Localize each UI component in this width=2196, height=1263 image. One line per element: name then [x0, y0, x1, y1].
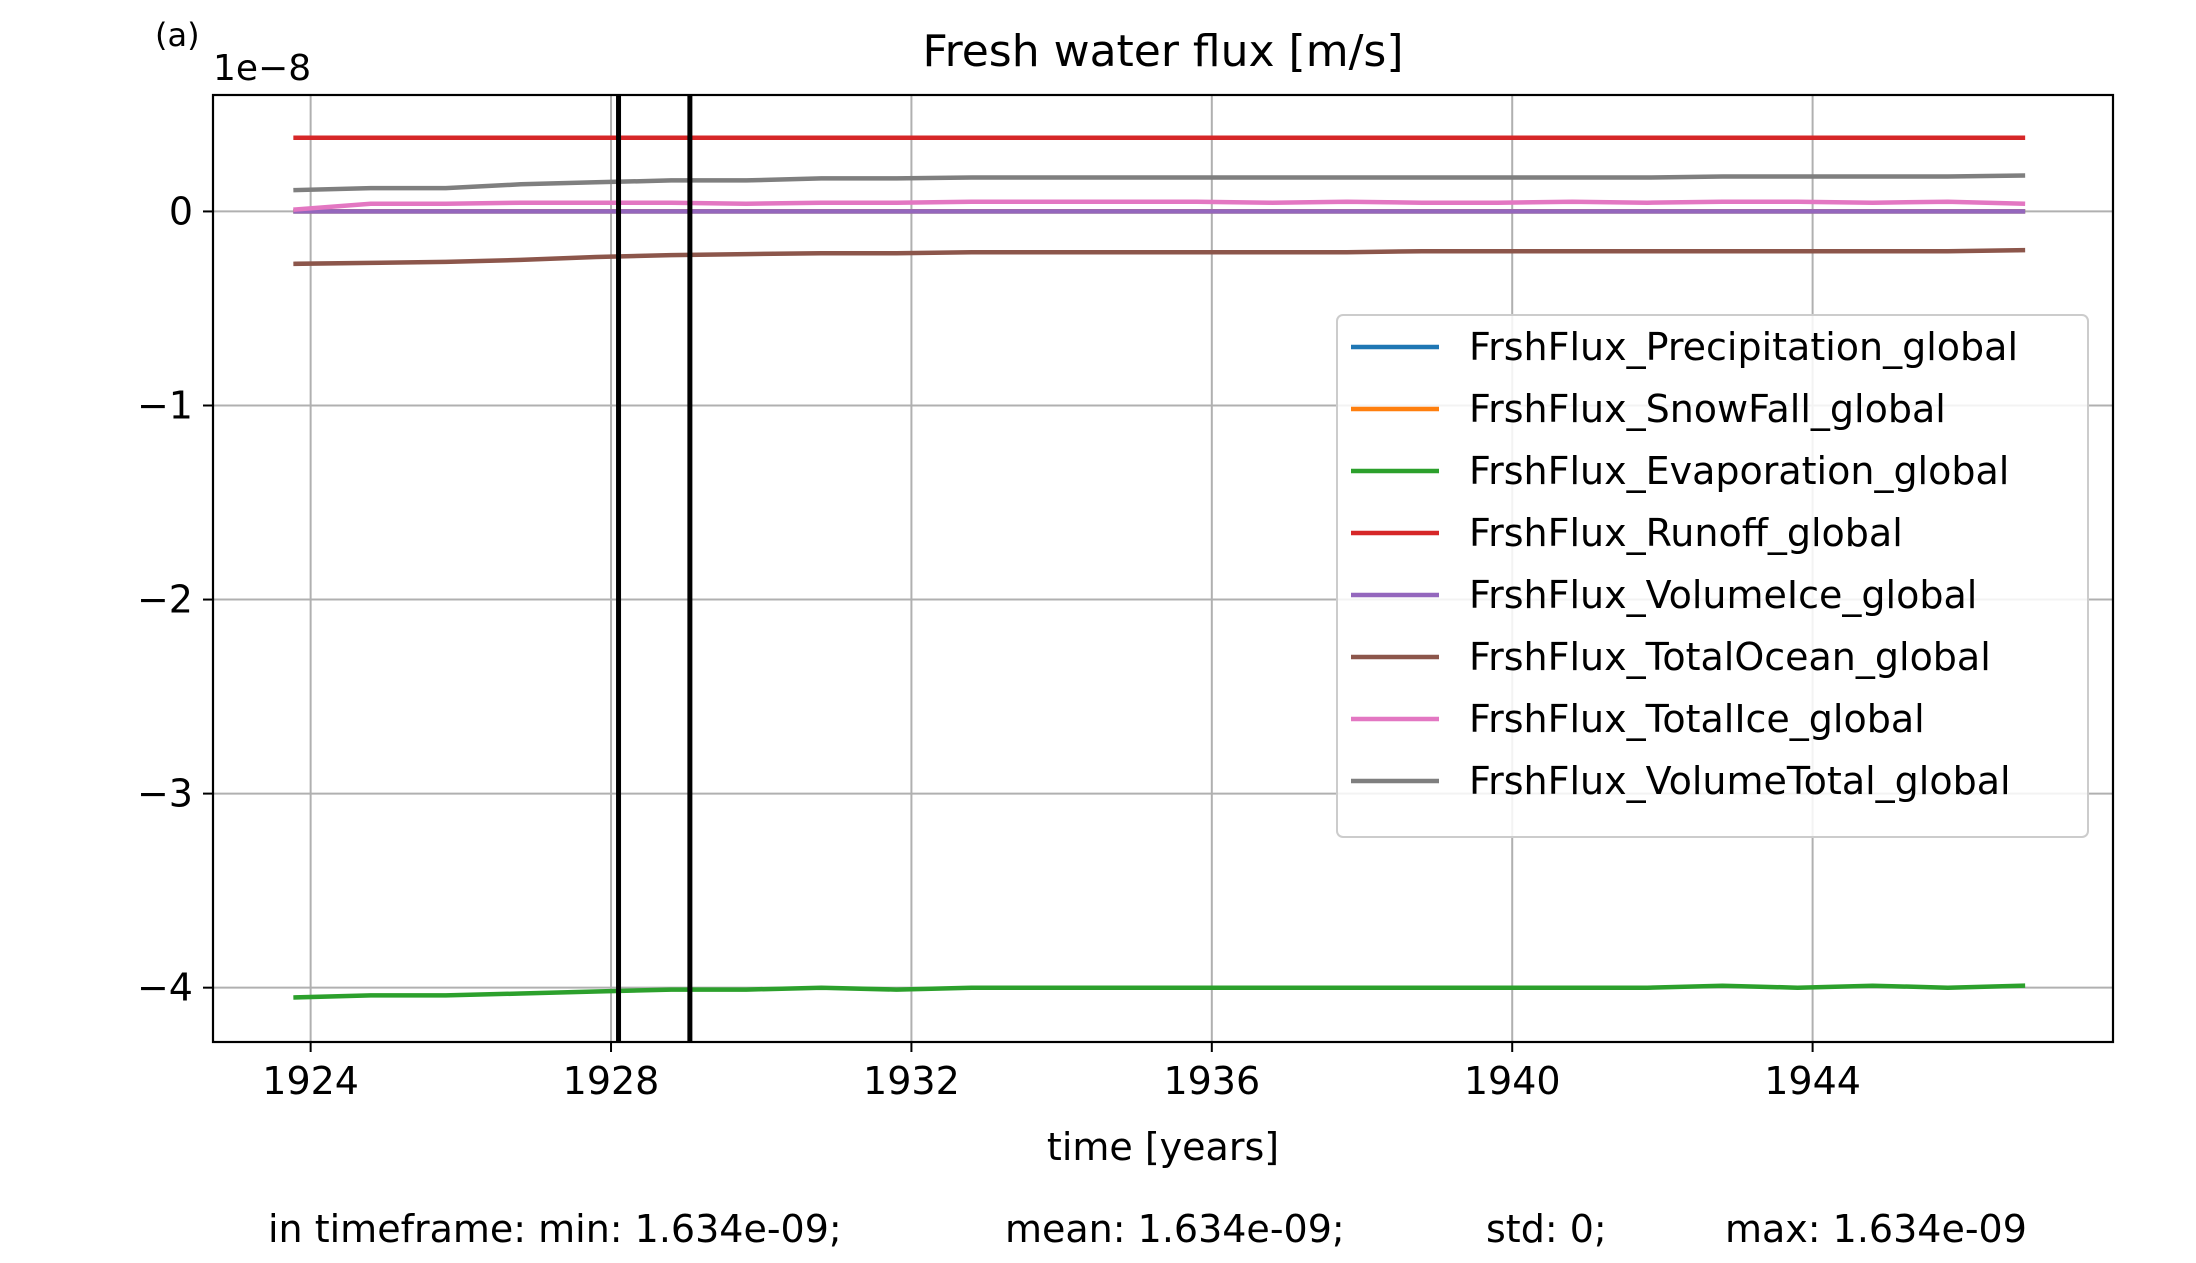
y-tick-label: −1: [137, 383, 193, 427]
legend: FrshFlux_Precipitation_global FrshFlux_Sn…: [1336, 314, 2089, 838]
x-tick-label: 1932: [863, 1059, 960, 1103]
stat-min: in timeframe: min: 1.634e-09;: [268, 1207, 842, 1251]
vertical-markers: [616, 95, 693, 1042]
x-axis-label: time [years]: [1047, 1125, 1279, 1169]
stat-mean: mean: 1.634e-09;: [1005, 1207, 1345, 1251]
x-tick-label: 1936: [1163, 1059, 1260, 1103]
legend-label: FrshFlux_TotalIce_global: [1469, 697, 1925, 741]
series-lines: [293, 135, 2026, 1000]
legend-label: FrshFlux_SnowFall_global: [1469, 387, 1946, 431]
y-tick-label: −2: [137, 578, 193, 622]
legend-label: FrshFlux_Evaporation_global: [1469, 449, 2009, 493]
x-tick-label: 1924: [262, 1059, 359, 1103]
legend-label: FrshFlux_VolumeIce_global: [1469, 573, 1977, 617]
y-tick-label: −4: [137, 966, 193, 1010]
y-tick-label: −3: [137, 772, 193, 816]
chart-title: Fresh water flux [m/s]: [922, 26, 1403, 77]
series-line-6: [293, 199, 2026, 212]
stat-std: std: 0;: [1486, 1207, 1607, 1251]
y-axis: 0 −1 −2 −3 −4: [137, 189, 213, 1010]
legend-label: FrshFlux_Runoff_global: [1469, 511, 1903, 555]
series-line-2: [293, 983, 2026, 1000]
series-line-5: [293, 247, 2026, 267]
legend-label: FrshFlux_TotalOcean_global: [1469, 635, 1991, 679]
stat-max: max: 1.634e-09: [1725, 1207, 2027, 1251]
plot-frame: [211, 93, 2115, 1044]
x-tick-label: 1940: [1464, 1059, 1561, 1103]
x-axis: 1924 1928 1932 1936 1940 1944: [262, 1042, 1861, 1103]
y-tick-label: 0: [169, 189, 193, 233]
legend-label: FrshFlux_Precipitation_global: [1469, 325, 2018, 369]
legend-box: [1336, 314, 2089, 838]
series-line-7: [293, 173, 2026, 193]
x-tick-label: 1928: [563, 1059, 660, 1103]
y-offset-text: 1e−8: [213, 48, 311, 89]
x-tick-label: 1944: [1764, 1059, 1861, 1103]
panel-label: (a): [155, 16, 200, 54]
legend-label: FrshFlux_VolumeTotal_global: [1469, 759, 2011, 803]
